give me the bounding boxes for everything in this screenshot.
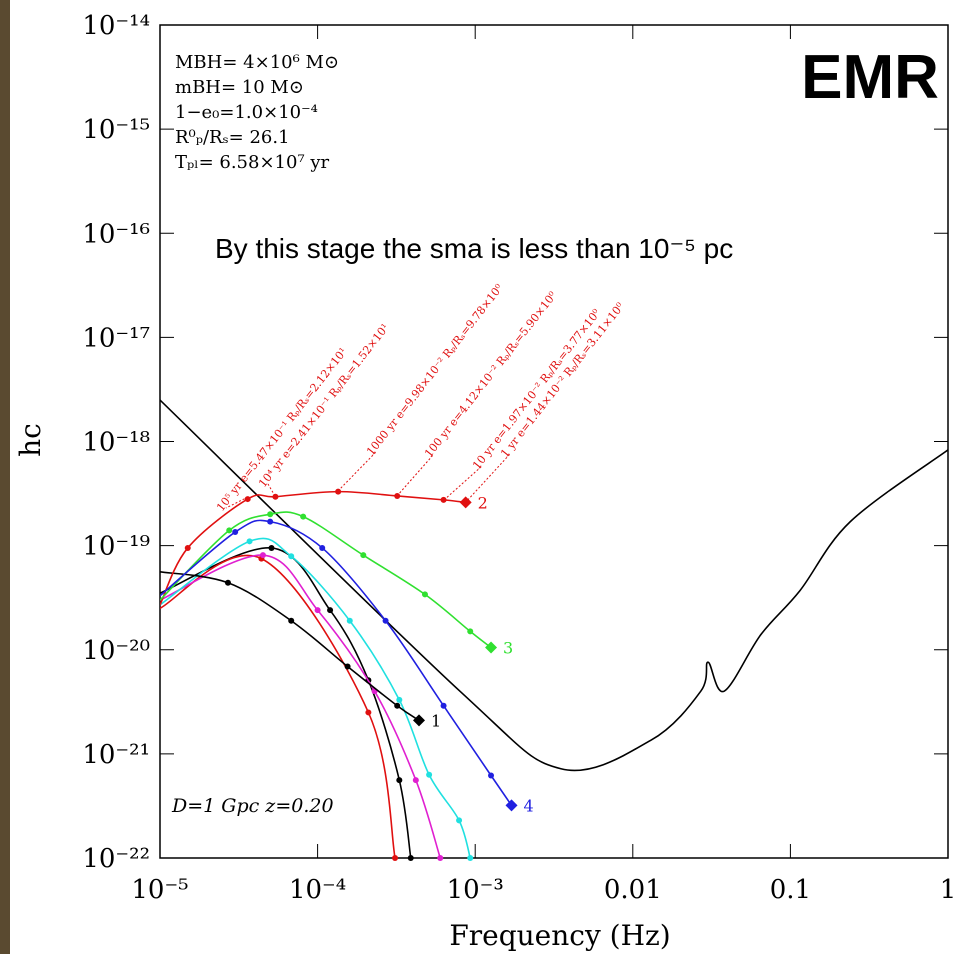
point [319, 544, 326, 551]
y-tick-label: 10⁻¹⁷ [82, 323, 150, 353]
series-line [160, 399, 948, 772]
end-marker [413, 714, 426, 727]
stage-note: By this stage the sma is less than 10⁻⁵ … [215, 233, 733, 264]
point [396, 777, 403, 784]
point [456, 817, 463, 824]
stage-label: 10 yr e=1.97×10⁻² Rₚ/Rₛ=3.77×10⁰ [470, 306, 603, 472]
series-line [160, 519, 513, 806]
point [421, 591, 428, 598]
series-line [160, 554, 396, 858]
point [437, 855, 444, 861]
x-tick-label: 10⁻³ [447, 875, 504, 905]
point [288, 553, 295, 560]
parameter: 1−e₀=1.0×10⁻⁴ [175, 102, 318, 123]
series-line [160, 511, 492, 649]
point [440, 496, 447, 503]
series-line [160, 554, 442, 858]
stage-label: 1000 yr e=9.98×10⁻² Rₚ/Rₛ=9.78×10⁰ [364, 281, 506, 458]
end-marker [485, 641, 498, 654]
x-tick-label: 0.01 [604, 875, 662, 905]
y-tick-label: 10⁻¹⁸ [82, 428, 150, 458]
series-label: 4 [524, 796, 534, 815]
point [488, 772, 495, 779]
y-tick-label: 10⁻²¹ [82, 740, 150, 770]
y-axis-label: hc [14, 423, 47, 457]
x-tick-label: 1 [940, 875, 957, 905]
series-label: 2 [478, 493, 488, 512]
point [407, 855, 414, 861]
x-axis-label: Frequency (Hz) [449, 919, 670, 952]
badge: EMR [801, 43, 939, 112]
leader-line [337, 451, 377, 492]
stage-label: 1 yr e=1.44×10⁻² Rₚ/Rₛ=3.11×10⁰ [498, 300, 627, 460]
y-tick-label: 10⁻¹⁹ [82, 532, 150, 562]
point [426, 771, 433, 778]
y-tick-label: 10⁻¹⁵ [82, 115, 150, 145]
background-strip [0, 0, 10, 954]
point [335, 488, 342, 495]
point [288, 617, 295, 624]
x-tick-label: 10⁻⁴ [289, 875, 346, 905]
point [300, 513, 307, 520]
y-tick-label: 10⁻¹⁴ [82, 11, 150, 41]
point [224, 579, 231, 586]
stage-label: 10⁴ yr e=2.41×10⁻¹ Rₚ/Rₛ=1.52×10¹ [256, 321, 392, 490]
point [246, 538, 253, 545]
y-tick-label: 10⁻²⁰ [82, 636, 150, 666]
point [267, 511, 274, 518]
stage-label: 10⁵ yr e=5.47×10⁻¹ Rₚ/Rₛ=2.12×10¹ [214, 345, 350, 514]
point [314, 607, 321, 614]
leader-line [225, 496, 249, 509]
point [394, 702, 401, 709]
leader-line [396, 453, 435, 497]
point [327, 607, 334, 614]
point [360, 552, 367, 559]
y-tick-label: 10⁻¹⁶ [82, 219, 150, 249]
point [344, 663, 351, 670]
point [382, 617, 389, 624]
point [440, 702, 447, 709]
y-tick-label: 10⁻²² [82, 844, 150, 874]
series-label: 1 [431, 711, 441, 730]
parameter: Tₚₗ= 6.58×10⁷ yr [175, 152, 330, 173]
point [467, 628, 474, 635]
point [396, 696, 403, 703]
source-note: D=1 Gpc z=0.20 [171, 795, 334, 817]
point [226, 527, 233, 534]
point [412, 777, 419, 784]
point [392, 855, 399, 861]
point [184, 544, 191, 551]
leader-line [464, 453, 511, 504]
point [232, 529, 239, 536]
parameter: R⁰ₚ/Rₛ= 26.1 [175, 127, 290, 148]
leader-line [443, 465, 483, 501]
parameter: mBH= 10 M⊙ [175, 77, 304, 98]
point [272, 493, 279, 500]
x-tick-label: 10⁻⁵ [131, 875, 188, 905]
point [267, 518, 274, 525]
parameter: MBH= 4×10⁶ M⊙ [175, 52, 339, 73]
point [467, 855, 474, 861]
point [259, 552, 266, 559]
point [365, 709, 372, 716]
point [268, 544, 275, 551]
series-line [160, 571, 420, 721]
series-label: 3 [503, 639, 513, 658]
point [346, 617, 353, 624]
x-tick-label: 0.1 [770, 875, 811, 905]
series-line [160, 490, 466, 606]
end-marker [505, 799, 518, 812]
